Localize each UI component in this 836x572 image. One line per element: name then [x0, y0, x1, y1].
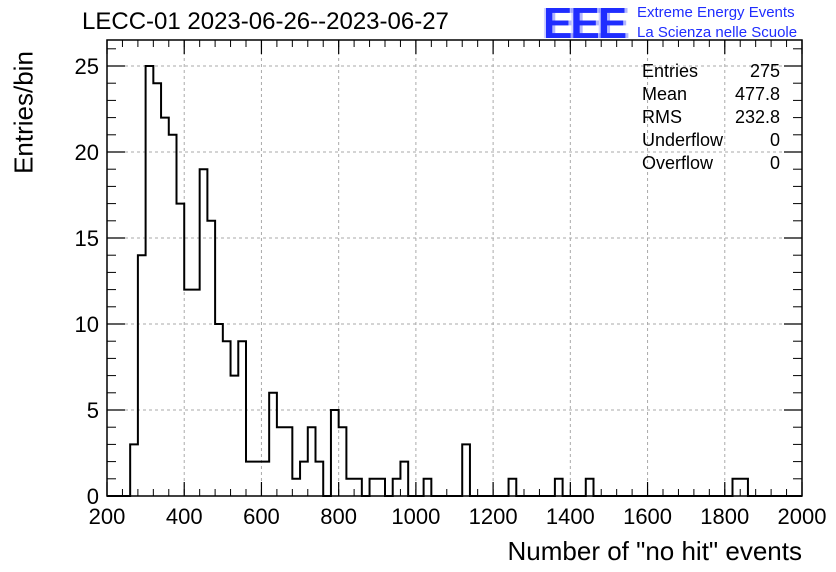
- histogram-bin: [231, 376, 239, 496]
- x-tick-label: 200: [89, 504, 126, 529]
- x-tick-label: 2000: [778, 504, 827, 529]
- histogram-bin: [192, 290, 200, 496]
- histogram-bin: [308, 427, 316, 496]
- y-tick-label: 0: [87, 484, 99, 509]
- histogram-bin: [153, 83, 161, 496]
- stat-label: Underflow: [642, 130, 724, 150]
- histogram-bin: [261, 462, 269, 496]
- x-tick-label: 800: [320, 504, 357, 529]
- x-tick-label: 600: [243, 504, 280, 529]
- stat-value: 0: [769, 130, 780, 150]
- histogram-bin: [138, 255, 146, 496]
- histogram-bin: [269, 393, 277, 496]
- histogram-bin: [223, 341, 231, 496]
- histogram-bin: [424, 479, 432, 496]
- histogram-bin: [246, 462, 254, 496]
- stats-box: Entries 275 Mean 477.8 RMS 232.8 Underflow 0 Ove…: [642, 60, 780, 175]
- histogram-bin: [377, 479, 385, 496]
- histogram-bin: [161, 118, 169, 496]
- histogram-bin: [238, 341, 246, 496]
- stat-value: 477.8: [734, 84, 780, 104]
- stat-label: Entries: [642, 61, 699, 81]
- histogram-bin: [586, 479, 594, 496]
- eee-logo: EEE: [543, 0, 627, 48]
- histogram-bin: [184, 290, 192, 496]
- histogram-bin: [370, 479, 378, 496]
- histogram-bin: [740, 479, 748, 496]
- histogram-bin: [346, 479, 354, 496]
- x-tick-label: 1200: [469, 504, 518, 529]
- logo-line-2: La Scienza nelle Scuole: [637, 24, 798, 41]
- tick-labels: 200 400 600 800 1000 1200 1400 1600 1800 20000510…: [75, 54, 827, 529]
- stat-row-rms: RMS 232.8: [642, 106, 780, 129]
- x-tick-label: 1400: [546, 504, 595, 529]
- histogram-bin: [207, 221, 215, 496]
- stat-row-mean: Mean 477.8: [642, 83, 780, 106]
- eee-logo-text: Extreme Energy Events La Scienza nelle S…: [637, 3, 797, 43]
- y-tick-label: 25: [75, 54, 99, 79]
- histogram-bin: [733, 479, 741, 496]
- histogram-bin: [316, 462, 324, 496]
- chart-title: LECC-01 2023-06-26--2023-06-27: [82, 8, 449, 35]
- stat-row-underflow: Underflow 0: [642, 129, 780, 152]
- histogram-bin: [130, 444, 138, 496]
- logo-line-1: Extreme Energy Events: [637, 4, 795, 21]
- y-tick-label: 10: [75, 312, 99, 337]
- x-tick-label: 1800: [700, 504, 749, 529]
- y-tick-label: 15: [75, 226, 99, 251]
- histogram-bin: [462, 444, 470, 496]
- histogram-bin: [146, 66, 154, 496]
- stat-value: 232.8: [734, 107, 780, 127]
- stat-label: Overflow: [642, 153, 714, 173]
- stat-value: 275: [749, 61, 780, 81]
- stat-label: Mean: [642, 84, 688, 104]
- x-tick-label: 1000: [391, 504, 440, 529]
- histogram-outline: [107, 65, 802, 497]
- stat-row-overflow: Overflow 0: [642, 152, 780, 175]
- stat-row-entries: Entries 275: [642, 60, 780, 83]
- histogram-bin: [169, 135, 177, 496]
- histogram-bin: [254, 462, 262, 496]
- y-tick-label: 20: [75, 140, 99, 165]
- histogram-bin: [200, 169, 208, 496]
- histogram-bin: [339, 427, 347, 496]
- histogram-bin: [400, 462, 408, 496]
- axis-ticks: [106, 40, 803, 497]
- stat-value: 0: [769, 153, 780, 173]
- histogram-bin: [555, 479, 563, 496]
- histogram-bin: [277, 427, 285, 496]
- histogram-bin: [300, 462, 308, 496]
- histogram-bin: [177, 204, 185, 496]
- histogram-bin: [393, 479, 401, 496]
- histogram-bin: [509, 479, 517, 496]
- y-tick-label: 5: [87, 398, 99, 423]
- histogram-bin: [354, 479, 362, 496]
- histogram-bin: [331, 410, 339, 496]
- histogram-bin: [285, 427, 293, 496]
- stat-label: RMS: [642, 107, 682, 127]
- histogram-bin: [292, 479, 300, 496]
- histogram-bin: [802, 479, 810, 496]
- x-tick-label: 1600: [623, 504, 672, 529]
- x-axis-label: Number of "no hit" events: [507, 536, 803, 566]
- x-tick-label: 400: [166, 504, 203, 529]
